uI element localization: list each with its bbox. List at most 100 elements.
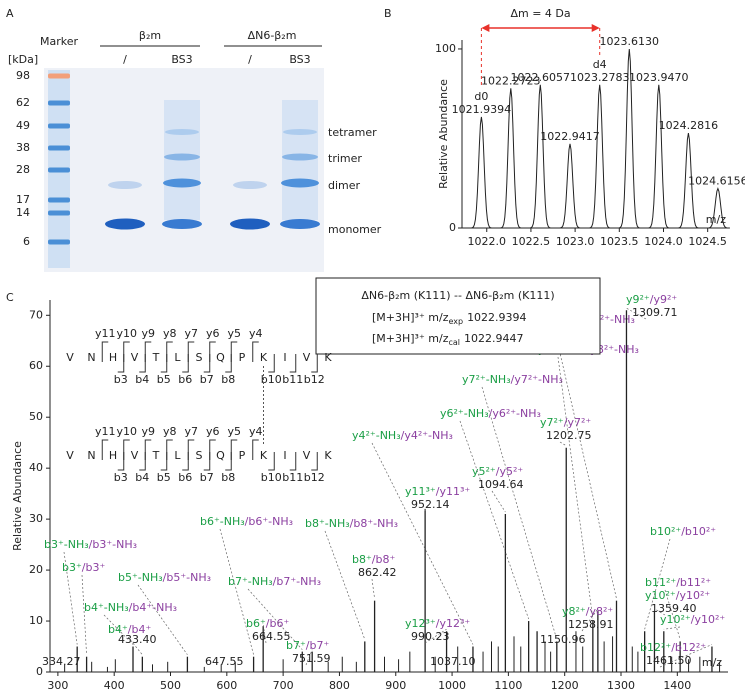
- peak-label: 1022.9417: [540, 130, 600, 143]
- ion-name: /y11³⁺: [436, 485, 471, 498]
- ion-label: b11²⁺/b11²⁺: [645, 576, 711, 589]
- marker-title: Marker: [40, 35, 78, 48]
- marker-size: 6: [23, 235, 30, 248]
- b-ion: b4: [135, 471, 149, 484]
- ion-name: /b11²⁺: [676, 576, 711, 589]
- gel-band: [230, 218, 270, 230]
- ion-name: /y5²⁺: [496, 465, 524, 478]
- ion-name: /y12³⁺: [436, 617, 471, 630]
- ion-name: /b4⁺: [128, 623, 152, 636]
- leader-line: [371, 442, 474, 645]
- mz-label: 1202.75: [546, 429, 592, 442]
- y-ion: y4: [249, 425, 263, 438]
- gel-band: [281, 178, 319, 188]
- peak-label: 1022.2723: [481, 74, 541, 87]
- ion-label: b4⁺/b4⁺: [108, 623, 151, 636]
- mz-label: 1359.40: [651, 602, 697, 615]
- ion-name: /y10²⁺: [676, 589, 711, 602]
- ion-label: b5⁺-NH₃/b5⁺-NH₃: [118, 571, 211, 584]
- ion-label: y7²⁺-NH₃/y7²⁺-NH₃: [462, 373, 563, 386]
- ion-label: y10²⁺/y10²⁺: [660, 613, 725, 626]
- ion-name: /y4²⁺-NH₃: [401, 429, 453, 442]
- marker-band: [48, 239, 70, 245]
- y-ion: y4: [249, 327, 263, 340]
- ion-name: b7⁺: [286, 639, 306, 652]
- leader-line: [664, 589, 681, 640]
- peak: [469, 116, 494, 229]
- x-tick-label: 1300: [607, 679, 635, 692]
- mz-label: 1037.10: [430, 655, 476, 668]
- leader-line: [553, 326, 617, 599]
- x-axis-label: m/z: [706, 213, 726, 226]
- b-ion: b7: [200, 471, 214, 484]
- cleavage-bracket: [311, 354, 318, 373]
- ion-label: y9²⁺/y9²⁺: [626, 293, 677, 306]
- ion-name: b6⁺-NH₃: [200, 515, 245, 528]
- b-ion: b8: [221, 373, 235, 386]
- band-label: dimer: [328, 179, 361, 192]
- box-ion: [M+3H]³⁺ m/z: [372, 332, 449, 345]
- marker-size: 38: [16, 141, 30, 154]
- box-sub: cal: [448, 338, 460, 347]
- x-tick-label: 300: [47, 679, 68, 692]
- panel-letter: C: [6, 291, 14, 304]
- y-tick-label: 60: [29, 359, 43, 372]
- residue: N: [87, 351, 95, 364]
- ion-label: y12³⁺/y12³⁺: [405, 617, 470, 630]
- residue: K: [324, 351, 332, 364]
- peak: [705, 187, 730, 229]
- ion-label: y10²⁺/y10²⁺: [645, 589, 710, 602]
- cleavage-bracket: [166, 439, 173, 460]
- box-row: [M+3H]³⁺ m/zexp 1022.9394: [372, 311, 527, 326]
- ion-name: b5⁺-NH₃: [118, 571, 163, 584]
- lane-label: BS3: [171, 53, 192, 66]
- cleavage-bracket: [230, 439, 238, 460]
- ion-name: b4⁺: [108, 623, 128, 636]
- panel-letter: B: [384, 7, 392, 20]
- lane-label: /: [123, 53, 127, 66]
- peak: [587, 84, 612, 229]
- ion-name: /y6²⁺-NH₃: [489, 407, 541, 420]
- b-ion: b12: [304, 373, 325, 386]
- cleavage-bracket: [209, 439, 216, 460]
- ion-label: b12²⁺/b12²⁺: [640, 641, 706, 654]
- y-ion: y9: [141, 425, 155, 438]
- peak: [676, 133, 701, 229]
- cleavage-bracket: [225, 354, 232, 373]
- peak: [558, 143, 582, 229]
- ion-name: /b7⁺: [306, 639, 330, 652]
- marker-size: 17: [16, 193, 30, 206]
- mz-label: 1094.64: [478, 478, 524, 491]
- peak: [617, 48, 642, 229]
- mz-label: 1150.96: [540, 633, 586, 646]
- ion-name: b3⁺-NH₃: [44, 538, 89, 551]
- x-tick-label: 500: [160, 679, 181, 692]
- residue: P: [239, 351, 246, 364]
- x-tick-label: 800: [329, 679, 350, 692]
- ion-label: b3⁺-NH₃/b3⁺-NH₃: [44, 538, 137, 551]
- group-label: ΔN6-β₂m: [248, 29, 297, 42]
- ion-name: y4²⁺-NH₃: [352, 429, 401, 442]
- peak-label: 1023.2783: [570, 71, 630, 84]
- ion-name: /y10²⁺: [691, 613, 726, 626]
- ion-name: b8⁺: [352, 553, 372, 566]
- band-label: trimer: [328, 152, 362, 165]
- y-axis-label: Relative Abundance: [437, 79, 450, 189]
- ion-name: y8²⁺: [562, 605, 586, 618]
- leader-line: [559, 441, 567, 447]
- mz-label: 990.23: [411, 630, 450, 643]
- gel-band: [164, 153, 200, 161]
- ion-label: y4²⁺-NH₃/y4²⁺-NH₃: [352, 429, 453, 442]
- residue: I: [283, 351, 286, 364]
- y-tick-label: 0: [36, 665, 43, 678]
- y-ion: y11: [95, 425, 116, 438]
- y-ion: y8: [163, 425, 177, 438]
- x-tick-label: 1000: [438, 679, 466, 692]
- box-ion: [M+3H]³⁺ m/z: [372, 311, 449, 324]
- box-sub: exp: [448, 317, 463, 326]
- x-tick-label: 1400: [663, 679, 691, 692]
- x-tick-label: 700: [273, 679, 294, 692]
- residue: I: [283, 449, 286, 462]
- ion-name: y5²⁺: [472, 465, 496, 478]
